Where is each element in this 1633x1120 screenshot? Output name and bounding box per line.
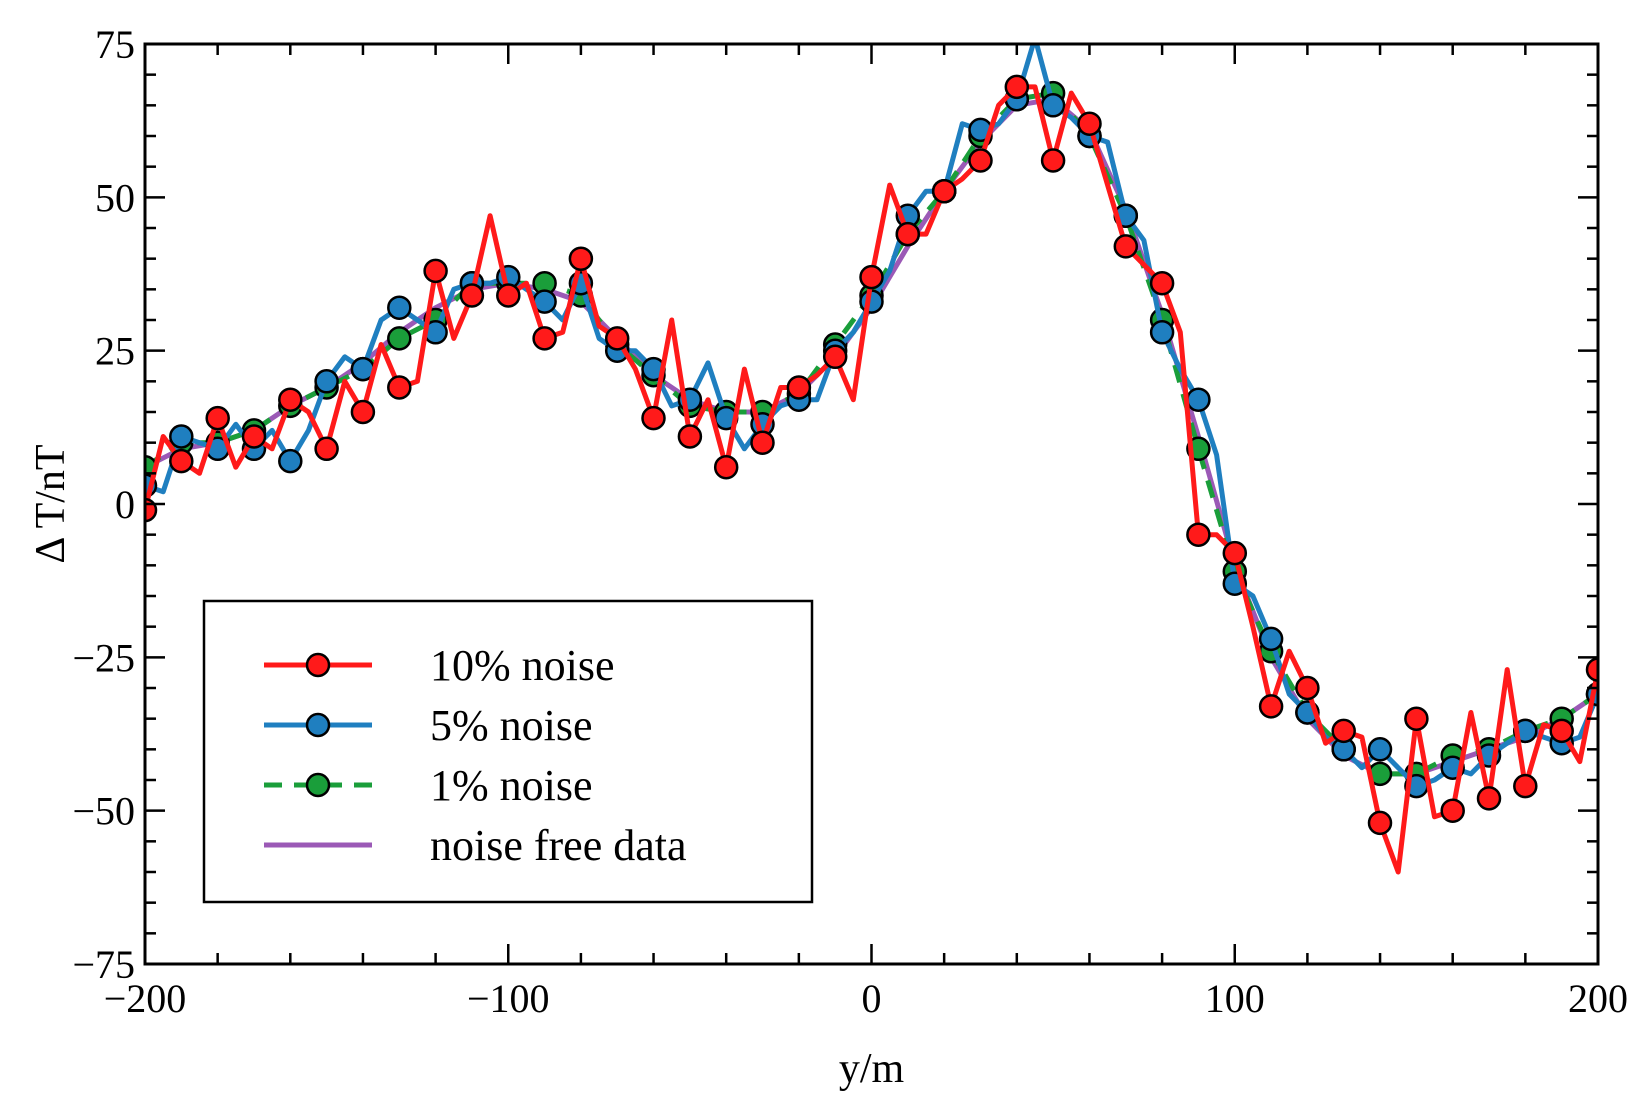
series-10-noise — [145, 74, 1598, 875]
data-point-10-noise — [641, 405, 666, 431]
data-point-10-noise — [1149, 270, 1175, 296]
data-point-10-noise — [350, 399, 376, 425]
data-point-5-noise — [169, 424, 194, 449]
data-point-5-noise — [1186, 387, 1211, 412]
data-point-10-noise — [1440, 798, 1465, 823]
ticks-layer — [143, 42, 1600, 966]
data-point-10-noise — [822, 344, 848, 370]
x-tick-label: −200 — [104, 976, 187, 1021]
data-point-10-noise — [459, 283, 485, 308]
legend-marker-1-noise — [305, 772, 331, 798]
data-point-10-noise — [604, 326, 630, 351]
data-point-10-noise — [1222, 540, 1248, 566]
data-point-10-noise — [1585, 657, 1598, 682]
data-point-10-noise — [205, 405, 230, 431]
y-tick-label: −75 — [72, 942, 135, 987]
data-point-10-noise — [1476, 786, 1502, 811]
legend-box — [202, 599, 814, 904]
data-point-10-noise — [968, 148, 993, 173]
data-point-10-noise — [423, 258, 448, 284]
data-point-5-noise — [1040, 93, 1066, 118]
data-point-10-noise — [278, 387, 303, 412]
x-tick-label: 100 — [1205, 976, 1265, 1021]
data-point-10-noise — [1404, 706, 1429, 731]
data-point-10-noise — [895, 221, 921, 247]
data-point-5-noise — [278, 448, 303, 474]
data-point-5-noise — [314, 369, 339, 394]
x-axis-title: y/m — [839, 1046, 905, 1092]
data-point-10-noise — [713, 454, 739, 480]
data-point-10-noise — [1077, 111, 1102, 136]
data-point-10-noise — [1367, 810, 1393, 836]
y-tick-label: −25 — [72, 635, 135, 680]
legend-label-noise-free-data: noise free data — [430, 821, 687, 870]
data-point-10-noise — [1258, 694, 1284, 719]
data-point-10-noise — [750, 430, 775, 455]
data-point-10-noise — [1113, 234, 1139, 259]
data-point-10-noise — [568, 246, 594, 271]
data-point-10-noise — [859, 264, 884, 290]
data-point-10-noise — [931, 178, 957, 204]
legend-marker-5-noise — [305, 712, 331, 738]
data-point-10-noise — [1549, 718, 1574, 744]
data-point-10-noise — [1186, 522, 1211, 547]
data-point-10-noise — [496, 283, 521, 308]
legend-items: 10% noise 5% noise 1% noise noise free data — [264, 641, 687, 870]
data-point-10-noise — [1513, 773, 1538, 799]
legend-label-1-noise: 1% noise — [430, 761, 593, 810]
y-tick-label: −50 — [72, 789, 135, 834]
legend-label-5-noise: 5% noise — [430, 701, 593, 750]
y-axis-title: Δ T/nT — [28, 444, 74, 563]
legend-label-10-noise: 10% noise — [430, 641, 615, 690]
data-point-10-noise — [1040, 148, 1066, 173]
data-point-10-noise — [677, 424, 703, 449]
data-point-1-noise — [387, 326, 412, 351]
series-layer — [145, 44, 1598, 875]
data-point-5-noise — [1149, 320, 1175, 345]
data-point-10-noise — [1295, 675, 1320, 701]
tick-labels-layer: −200 −100 0 100 200 75 50 25 0 −25 −50 −75 — [72, 22, 1628, 1021]
data-point-5-noise — [1258, 626, 1284, 652]
legend: 10% noise 5% noise 1% noise noise free data — [202, 599, 814, 904]
data-point-10-noise — [532, 326, 557, 351]
data-point-10-noise — [241, 424, 267, 449]
y-tick-label: 75 — [95, 22, 135, 67]
data-point-5-noise — [1367, 737, 1393, 762]
data-point-5-noise — [387, 295, 412, 320]
data-point-10-noise — [169, 448, 194, 474]
legend-marker-10-noise — [305, 652, 331, 678]
data-point-10-noise — [1331, 718, 1356, 744]
data-point-10-noise — [786, 375, 812, 400]
data-point-10-noise — [1004, 74, 1030, 100]
x-tick-label: −100 — [467, 976, 550, 1021]
x-tick-label: 200 — [1568, 976, 1628, 1021]
x-tick-label: 0 — [862, 976, 882, 1021]
data-point-10-noise — [387, 375, 412, 400]
data-point-10-noise — [314, 436, 339, 462]
y-tick-label: 25 — [95, 329, 135, 374]
y-tick-label: 50 — [95, 175, 135, 220]
y-tick-label: 0 — [115, 482, 135, 527]
